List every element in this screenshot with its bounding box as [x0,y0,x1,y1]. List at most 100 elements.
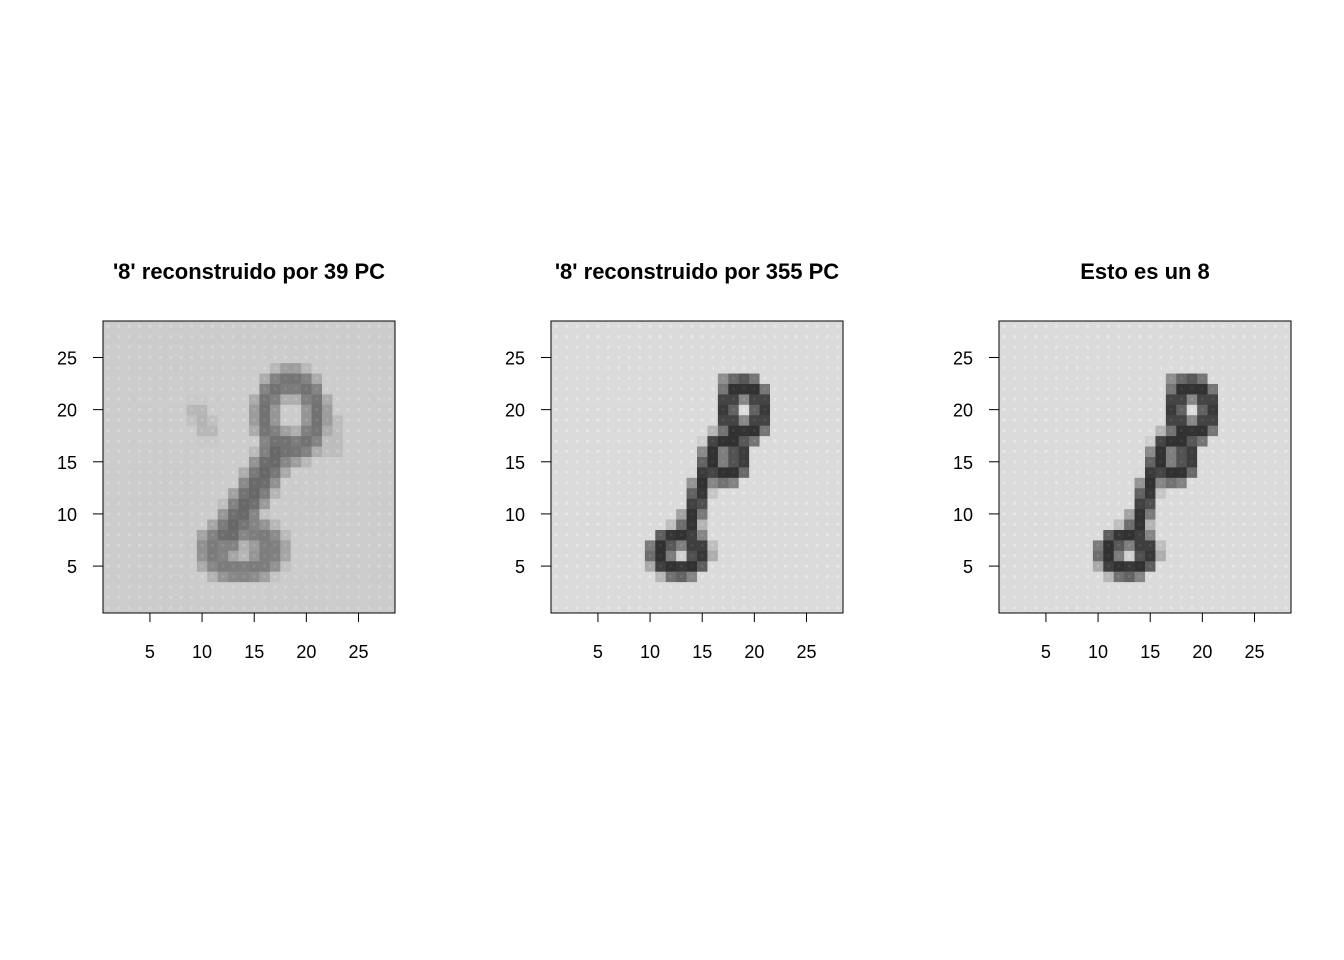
cell-dot [283,522,288,526]
cell-dot [1190,335,1194,339]
x-tick-label: 5 [1041,642,1051,662]
cell-dot [117,501,121,506]
cell-dot [1044,595,1048,599]
cell-dot [1086,345,1090,349]
cell-dot [585,324,590,328]
cell-dot [315,564,319,568]
cell-dot [1086,564,1090,568]
cell-dot [273,335,277,339]
cell-dot [1211,554,1215,558]
cell-dot [388,595,392,599]
cell-dot [1148,533,1152,537]
cell-dot [836,418,840,422]
cell-dot [773,449,777,453]
cell-dot [1127,376,1131,380]
cell-dot [554,533,558,537]
cell-dot [1033,574,1038,579]
x-tick-label: 25 [348,642,368,662]
cell-dot [137,335,142,339]
cell-dot [304,449,308,453]
cell-dot [658,574,663,579]
cell-dot [1148,428,1152,433]
cell-dot [158,564,162,568]
cell-dot [1117,501,1121,506]
cell-dot [127,439,131,443]
cell-dot [1263,460,1267,464]
cell-dot [158,554,162,558]
cell-dot [242,585,246,589]
cell-dot [669,397,673,401]
cell-dot [596,606,600,610]
cell-dot [815,345,819,349]
cell-dot [117,543,121,547]
cell-dot [575,522,579,526]
cell-dot [1252,554,1257,558]
cell-dot [1159,595,1163,599]
cell-dot [190,543,194,547]
cell-dot [773,408,777,412]
cell-dot [1200,418,1204,422]
heatmap-cells [999,321,1292,614]
cell-dot [388,418,392,422]
cell-dot [179,460,183,464]
cell-dot [200,585,204,589]
cell-dot [1252,470,1257,474]
cell-dot [1242,418,1246,422]
cell-dot [252,324,256,328]
cell-dot [585,595,590,599]
cell-dot [1179,460,1184,464]
cell-dot [1013,387,1017,391]
cell-dot [336,595,340,599]
cell-dot [742,428,746,433]
cell-dot [1013,595,1017,599]
cell-dot [1002,428,1006,433]
cell-dot [346,397,350,401]
cell-dot [210,554,215,558]
cell-dot [596,449,600,453]
cell-dot [1117,470,1121,474]
cell-dot [1075,491,1079,495]
cell-dot [1013,491,1017,495]
cell-dot [1263,512,1267,516]
cell-dot [1179,543,1184,547]
cell-dot [304,376,308,380]
cell-dot [242,335,246,339]
cell-dot [1242,376,1246,380]
cell-dot [1065,522,1069,526]
cell-dot [158,418,162,422]
cell-dot [825,595,829,599]
cell-dot [1200,585,1204,589]
cell-dot [1200,335,1204,339]
cell-dot [690,408,694,412]
cell-dot [1190,408,1194,412]
cell-dot [158,324,162,328]
cell-dot [1148,491,1152,495]
cell-dot [1179,428,1184,433]
cell-dot [711,324,715,328]
cell-dot [1023,554,1027,558]
cell-dot [325,501,329,506]
cell-dot [1263,418,1267,422]
cell-dot [617,439,621,443]
cell-dot [231,522,235,526]
cell-dot [565,481,569,485]
cell-dot [565,554,569,558]
cell-dot [336,606,340,610]
cell-dot [638,543,642,547]
cell-dot [210,491,215,495]
cell-dot [1002,554,1006,558]
cell-dot [1002,335,1006,339]
cell-dot [1169,564,1173,568]
cell-dot [231,543,235,547]
cell-dot [742,585,746,589]
cell-dot [294,376,298,380]
cell-dot [1044,491,1048,495]
cell-dot [325,595,329,599]
cell-dot [1054,470,1058,474]
cell-dot [752,564,756,568]
cell-dot [1138,533,1142,537]
cell-dot [679,376,683,380]
cell-dot [200,418,204,422]
cell-dot [679,543,683,547]
cell-dot [127,355,131,360]
